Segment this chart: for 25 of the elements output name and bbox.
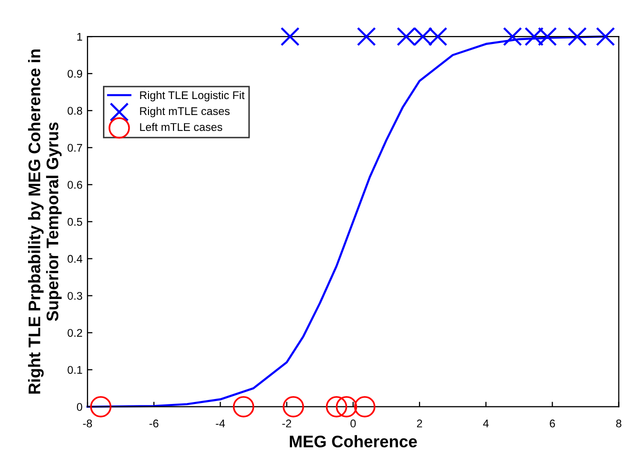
x-tick-label: 0 [350, 420, 356, 428]
legend-label: Left mTLE cases [140, 122, 222, 131]
x-tick-label: -2 [282, 420, 292, 428]
y-tick-label: 0.6 [68, 180, 82, 189]
legend-label: Right mTLE cases [140, 106, 230, 118]
y-tick-label: 0.1 [68, 366, 82, 374]
x-tick-label: 8 [616, 420, 622, 428]
y-axis-title: Right TLE Prpbability by MEG Coherence in Superior Temporal Gyrus [28, 50, 62, 394]
legend-label: Right TLE Logistic Fit [140, 90, 245, 102]
x-tick-label: 6 [550, 420, 555, 428]
y-tick-label: 0 [76, 402, 82, 411]
x-tick-label: -6 [149, 420, 158, 428]
y-tick-label: 0.5 [68, 218, 82, 226]
y-tick-label: 0.4 [68, 254, 82, 263]
x-tick-label: 2 [417, 420, 422, 428]
y-tick-label: 0.2 [68, 328, 82, 337]
x-axis-title: MEG Coherence [290, 435, 417, 448]
y-tick-label: 0.7 [68, 144, 82, 152]
y-tick-label: 0.3 [68, 292, 82, 300]
y-tick-label: 0.8 [68, 106, 82, 115]
x-tick-label: 4 [483, 420, 489, 428]
y-tick-label: 0.9 [68, 70, 82, 78]
x-tick-label: -4 [216, 420, 225, 428]
x-tick-label: -8 [83, 420, 92, 428]
y-tick-label: 1 [77, 32, 82, 41]
